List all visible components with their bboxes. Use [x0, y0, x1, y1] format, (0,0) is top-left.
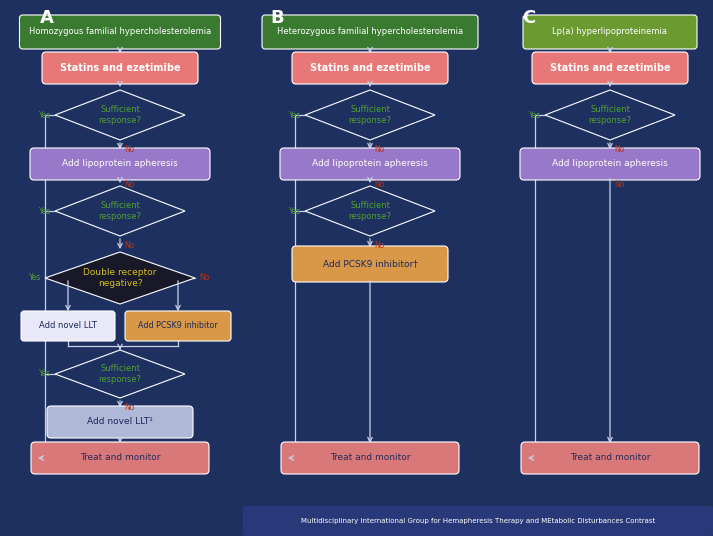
Polygon shape [45, 252, 195, 304]
FancyBboxPatch shape [281, 442, 459, 474]
Text: B: B [270, 9, 284, 27]
Text: No: No [124, 145, 134, 154]
Text: No: No [614, 145, 625, 154]
Text: C: C [522, 9, 535, 27]
FancyBboxPatch shape [47, 406, 193, 438]
Text: Multidisciplinary International Group for Hemapheresis Therapy and MEtabolic Dis: Multidisciplinary International Group fo… [301, 518, 655, 524]
FancyBboxPatch shape [31, 442, 209, 474]
Text: Add PCSK9 inhibitor†: Add PCSK9 inhibitor† [322, 259, 417, 269]
Polygon shape [545, 90, 675, 140]
Text: Add lipoprotein apheresis: Add lipoprotein apheresis [62, 160, 178, 168]
Text: No: No [614, 180, 625, 189]
Text: Add lipoprotein apheresis: Add lipoprotein apheresis [312, 160, 428, 168]
Polygon shape [55, 186, 185, 236]
FancyBboxPatch shape [42, 52, 198, 84]
Text: A: A [40, 9, 54, 27]
Text: No: No [374, 145, 384, 154]
Polygon shape [55, 350, 185, 398]
Polygon shape [305, 186, 435, 236]
Text: Sufficient
response?: Sufficient response? [98, 105, 141, 125]
Text: Heterozygous familial hypercholesterolemia: Heterozygous familial hypercholesterolem… [277, 27, 463, 36]
Text: Statins and ezetimibe: Statins and ezetimibe [550, 63, 670, 73]
Text: Statins and ezetimibe: Statins and ezetimibe [60, 63, 180, 73]
Text: Treat and monitor: Treat and monitor [80, 453, 160, 463]
Polygon shape [305, 90, 435, 140]
FancyBboxPatch shape [292, 246, 448, 282]
Text: Homozygous familial hypercholesterolemia: Homozygous familial hypercholesterolemia [29, 27, 211, 36]
FancyBboxPatch shape [523, 15, 697, 49]
Text: Yes: Yes [289, 110, 301, 120]
Text: Statins and ezetimibe: Statins and ezetimibe [309, 63, 431, 73]
FancyBboxPatch shape [19, 15, 220, 49]
Text: Yes: Yes [289, 206, 301, 215]
Text: Add novel LLT: Add novel LLT [39, 322, 97, 331]
FancyBboxPatch shape [520, 148, 700, 180]
Text: No: No [374, 241, 384, 250]
Text: Add novel LLT¹: Add novel LLT¹ [87, 418, 153, 427]
FancyBboxPatch shape [125, 311, 231, 341]
Text: Sufficient
response?: Sufficient response? [349, 105, 391, 125]
Text: Add lipoprotein apheresis: Add lipoprotein apheresis [552, 160, 668, 168]
Text: Yes: Yes [39, 206, 51, 215]
Text: Yes: Yes [39, 369, 51, 378]
FancyBboxPatch shape [280, 148, 460, 180]
FancyBboxPatch shape [30, 148, 210, 180]
Text: No: No [374, 180, 384, 189]
Text: No: No [124, 403, 134, 412]
FancyBboxPatch shape [262, 15, 478, 49]
Text: Sufficient
response?: Sufficient response? [588, 105, 632, 125]
Text: Double receptor
negative?: Double receptor negative? [83, 269, 157, 288]
FancyBboxPatch shape [292, 52, 448, 84]
FancyBboxPatch shape [532, 52, 688, 84]
FancyBboxPatch shape [21, 311, 115, 341]
FancyBboxPatch shape [243, 506, 713, 536]
Text: Yes: Yes [39, 110, 51, 120]
Text: Lp(a) hyperlipoproteinemia: Lp(a) hyperlipoproteinemia [553, 27, 667, 36]
Polygon shape [55, 90, 185, 140]
Text: No: No [199, 273, 210, 282]
Text: Yes: Yes [529, 110, 541, 120]
Text: Treat and monitor: Treat and monitor [570, 453, 650, 463]
Text: Sufficient
response?: Sufficient response? [98, 202, 141, 221]
Text: Sufficient
response?: Sufficient response? [98, 364, 141, 384]
Text: No: No [124, 180, 134, 189]
Text: Treat and monitor: Treat and monitor [329, 453, 410, 463]
Text: Add PCSK9 inhibitor: Add PCSK9 inhibitor [138, 322, 218, 331]
Text: Sufficient
response?: Sufficient response? [349, 202, 391, 221]
Text: No: No [124, 241, 134, 250]
FancyBboxPatch shape [521, 442, 699, 474]
Text: Yes: Yes [29, 273, 41, 282]
